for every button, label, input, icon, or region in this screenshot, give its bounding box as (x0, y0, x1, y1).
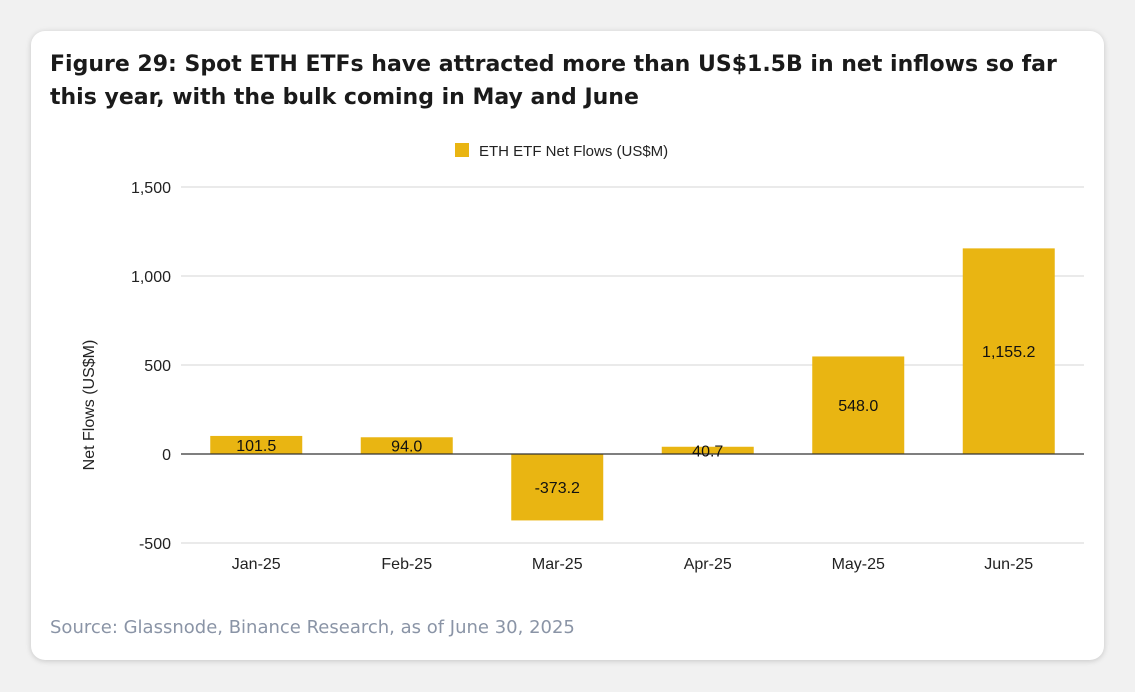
bar (210, 435, 303, 454)
y-axis-ticks: 1,500 1,000 500 0 -500 (131, 180, 171, 553)
bar (360, 437, 453, 454)
gridlines (181, 186, 1084, 544)
x-tick-label: Jan-25 (232, 556, 281, 573)
x-tick-label: Mar-25 (532, 556, 583, 573)
figure-card: Figure 29: Spot ETH ETFs have attracted … (31, 31, 1104, 660)
y-tick-label: 0 (162, 447, 171, 464)
bar-value-label: 548.0 (838, 398, 878, 415)
bar-value-label: 101.5 (236, 438, 276, 455)
x-tick-label: Apr-25 (684, 556, 732, 573)
bar (661, 446, 754, 454)
x-tick-label: Jun-25 (984, 556, 1033, 573)
x-axis-ticks: Jan-25 Feb-25 Mar-25 Apr-25 May-25 Jun-25 (232, 556, 1034, 573)
y-axis-title: Net Flows (US$M) (81, 340, 98, 471)
figure-title: Figure 29: Spot ETH ETFs have attracted … (50, 52, 1057, 110)
bar-value-label: 1,155.2 (982, 344, 1035, 361)
y-tick-label: -500 (139, 536, 171, 553)
bar (511, 454, 604, 521)
bars (210, 248, 1055, 521)
y-tick-label: 1,000 (131, 269, 171, 286)
legend: ETH ETF Net Flows (US$M) (455, 143, 668, 160)
x-tick-label: Feb-25 (381, 556, 432, 573)
bar-value-label: -373.2 (535, 480, 580, 497)
legend-label: ETH ETF Net Flows (US$M) (479, 143, 668, 160)
legend-swatch (455, 143, 469, 157)
bar (812, 356, 905, 454)
x-tick-label: May-25 (832, 556, 885, 573)
bar-value-label: 94.0 (391, 439, 422, 456)
bar (962, 248, 1055, 454)
y-tick-label: 1,500 (131, 180, 171, 197)
bar-chart: 1,500 1,000 500 0 -500 101.5 94.0 -373.2 40.7 54… (81, 143, 1084, 573)
bar-value-label: 40.7 (692, 443, 723, 460)
y-tick-label: 500 (144, 358, 171, 375)
bar-labels: 101.5 94.0 -373.2 40.7 548.0 1,155.2 (236, 344, 1035, 497)
source-note: Source: Glassnode, Binance Research, as … (50, 617, 575, 638)
